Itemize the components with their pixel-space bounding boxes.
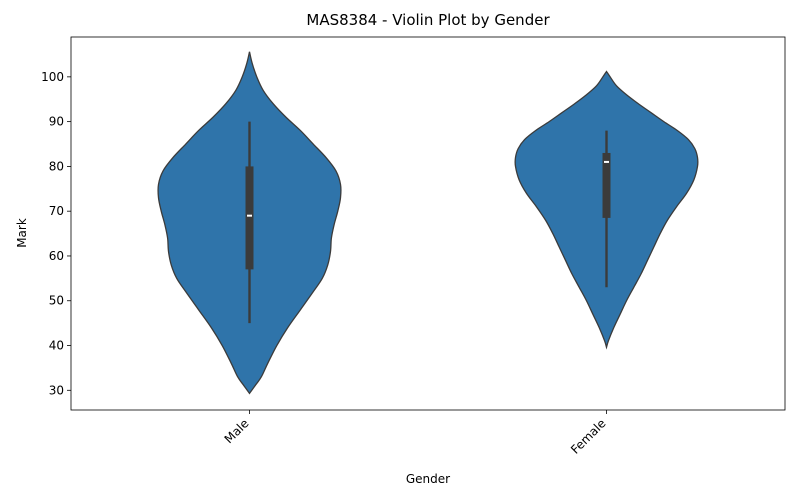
y-tick-label: 30 (49, 383, 64, 397)
x-tick-label-female: Female (568, 416, 609, 457)
x-axis-label: Gender (406, 472, 450, 486)
y-tick-label: 90 (49, 115, 64, 129)
y-tick-label: 100 (41, 70, 64, 84)
x-tick-label-male: Male (222, 416, 252, 446)
chart-title: MAS8384 - Violin Plot by Gender (306, 11, 550, 29)
y-axis: 30 40 50 60 70 80 90 100 (41, 70, 71, 397)
violin-iqr-box (602, 152, 611, 218)
violin-iqr-box (245, 166, 254, 270)
y-tick-label: 50 (49, 294, 64, 308)
plot-frame (70, 36, 786, 411)
y-tick-label: 40 (49, 339, 64, 353)
y-axis-label: Mark (15, 218, 29, 248)
violin-male (157, 51, 342, 395)
y-tick-label: 70 (49, 204, 64, 218)
plot-area (157, 51, 699, 395)
y-tick-label: 80 (49, 159, 64, 173)
violin-female (514, 70, 699, 350)
y-tick-label: 60 (49, 249, 64, 263)
x-axis: Male Female (222, 410, 609, 457)
